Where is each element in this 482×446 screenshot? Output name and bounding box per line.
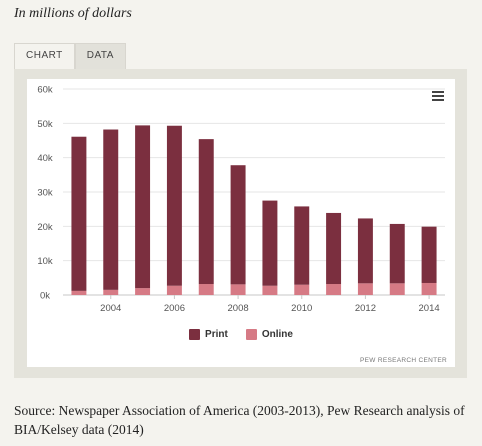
tab-chart[interactable]: CHART <box>14 43 75 69</box>
legend-swatch-print <box>189 329 201 340</box>
bar-print <box>262 200 278 286</box>
hamburger-menu-icon[interactable] <box>432 91 444 101</box>
bar-print <box>71 136 87 291</box>
bar-print <box>166 125 182 286</box>
stacked-bar-chart: 0k 10k 20k 30k 40k 50k 60k 2004 2006 2008 2010 2012… <box>37 85 445 314</box>
bar-print <box>198 139 214 285</box>
bar-online <box>389 283 405 295</box>
bar-print <box>389 223 405 284</box>
bar-online <box>326 284 342 295</box>
y-tick-label: 20k <box>37 222 53 233</box>
legend: Print Online <box>27 329 455 340</box>
chart-area: 0k 10k 20k 30k 40k 50k 60k 2004 2006 2008 2010 2012… <box>27 79 455 367</box>
x-tick-label: 2008 <box>228 303 249 314</box>
bar-print <box>135 125 151 289</box>
tab-data[interactable]: DATA <box>74 43 126 69</box>
bar-online <box>230 284 246 295</box>
source-note: Source: Newspaper Association of America… <box>14 403 465 437</box>
y-tick-label: 60k <box>37 85 53 96</box>
bar-print <box>230 165 246 285</box>
bar-online <box>166 285 182 295</box>
x-tick-label: 2004 <box>100 303 121 314</box>
bar-online <box>103 289 119 295</box>
y-tick-label: 40k <box>37 153 53 164</box>
legend-label-print: Print <box>205 329 228 340</box>
legend-item-print[interactable]: Print <box>189 329 228 340</box>
legend-swatch-online <box>245 329 257 340</box>
bar-online <box>71 290 87 295</box>
bar-print <box>103 129 119 290</box>
bar-online <box>357 283 373 295</box>
y-tick-label: 10k <box>37 256 53 267</box>
unit-note: In millions of dollars <box>14 6 132 21</box>
tab-bar: CHART DATA <box>14 43 126 69</box>
bar-online <box>198 284 214 295</box>
credit-text: PEW RESEARCH CENTER <box>360 357 447 364</box>
y-tick-label: 0k <box>40 291 50 302</box>
bar-online <box>421 282 437 295</box>
y-tick-label: 50k <box>37 119 53 130</box>
bar-online <box>135 288 151 295</box>
bar-print <box>326 212 342 285</box>
legend-label-online: Online <box>261 329 293 340</box>
bar-online <box>294 284 310 295</box>
x-tick-label: 2012 <box>355 303 376 314</box>
y-tick-label: 30k <box>37 188 53 199</box>
legend-item-online[interactable]: Online <box>245 329 293 340</box>
bar-print <box>357 218 373 284</box>
bar-print <box>421 226 437 283</box>
x-tick-label: 2014 <box>419 303 440 314</box>
bar-print <box>294 206 310 285</box>
bar-online <box>262 285 278 295</box>
x-tick-label: 2006 <box>164 303 185 314</box>
x-tick-label: 2010 <box>291 303 312 314</box>
chart-panel: 0k 10k 20k 30k 40k 50k 60k 2004 2006 2008 2010 2012… <box>14 69 467 378</box>
